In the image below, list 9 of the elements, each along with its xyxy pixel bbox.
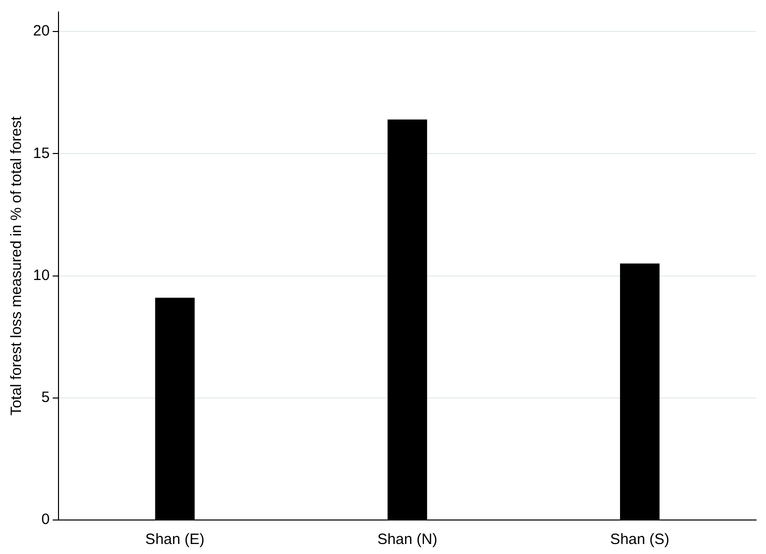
- y-tick-label: 5: [41, 389, 50, 406]
- y-tick-label: 15: [32, 144, 50, 162]
- y-tick-label: 10: [32, 266, 50, 284]
- y-axis-title: Total forest loss measured in % of total forest: [8, 116, 26, 416]
- y-tick-label: 20: [32, 22, 50, 40]
- x-tick-label: Shan (N): [377, 531, 438, 548]
- x-tick-label: Shan (S): [610, 531, 670, 548]
- y-tick-label: 0: [41, 511, 50, 528]
- x-tick-label: Shan (E): [145, 531, 205, 548]
